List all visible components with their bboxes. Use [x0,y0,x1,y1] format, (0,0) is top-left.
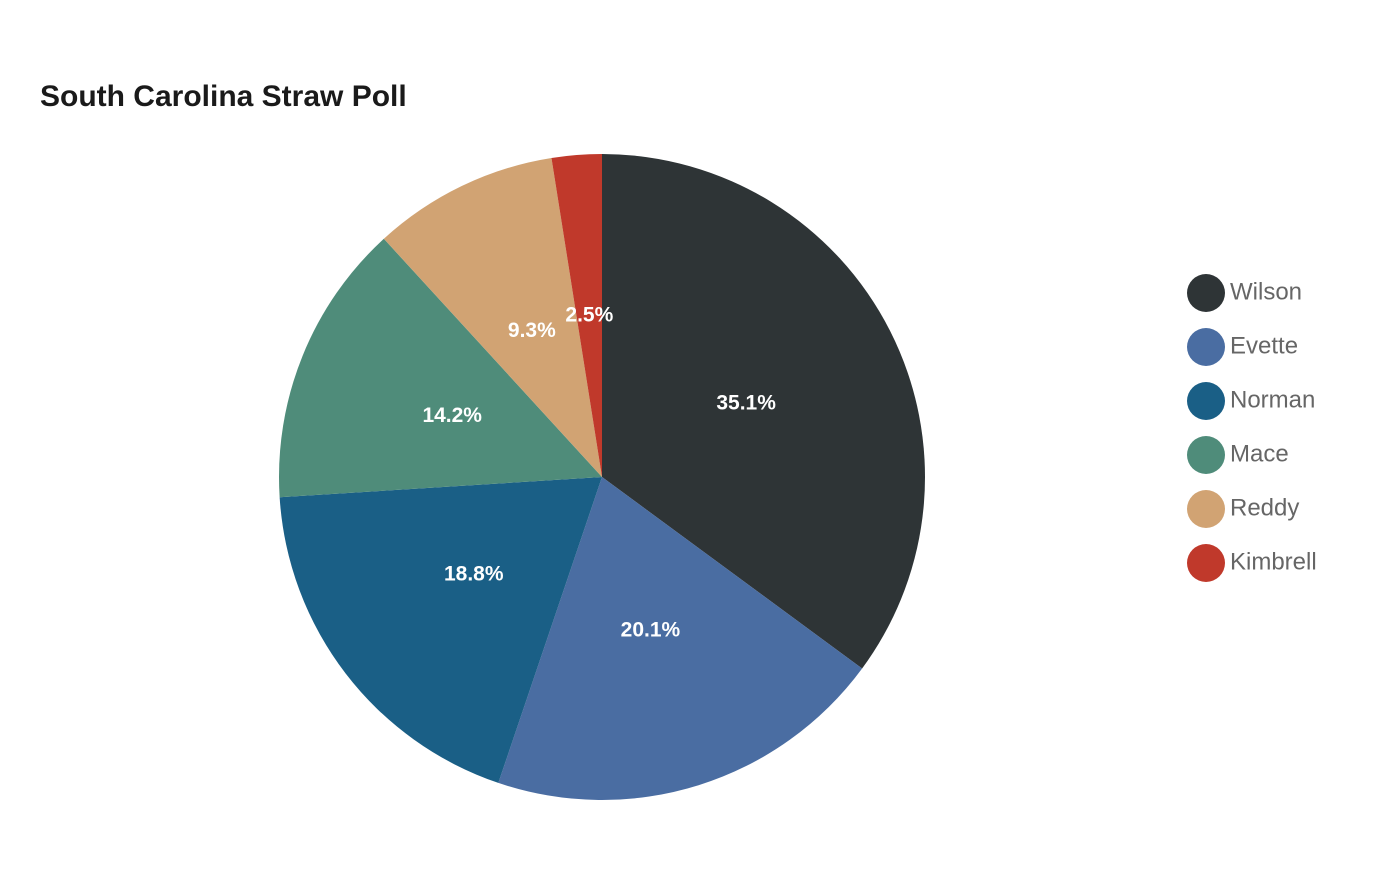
legend-label: Norman [1230,386,1315,413]
pie-slice [551,154,602,477]
value-label: 2.5% [565,304,613,327]
legend-swatch [1187,490,1225,528]
value-label: 9.3% [508,319,556,342]
legend-swatch [1187,274,1225,312]
legend-swatch [1187,328,1225,366]
pie-slice [602,154,925,669]
legend-swatch [1187,544,1225,582]
legend-swatch [1187,382,1225,420]
pie-slice [279,477,602,783]
legend-label: Reddy [1230,494,1299,521]
legend-label: Evette [1230,332,1298,359]
legend-label: Wilson [1230,278,1302,305]
legend-label: Mace [1230,440,1289,467]
pie-slice [383,157,602,477]
pie-slice [278,238,602,498]
legend-swatch [1187,436,1225,474]
value-label: 18.8% [444,563,504,586]
value-label: 35.1% [716,392,776,415]
value-label: 14.2% [422,404,482,427]
chart-title: South Carolina Straw Poll [40,80,407,113]
legend-label: Kimbrell [1230,548,1317,575]
pie-slice [498,477,863,800]
value-label: 20.1% [621,619,681,642]
